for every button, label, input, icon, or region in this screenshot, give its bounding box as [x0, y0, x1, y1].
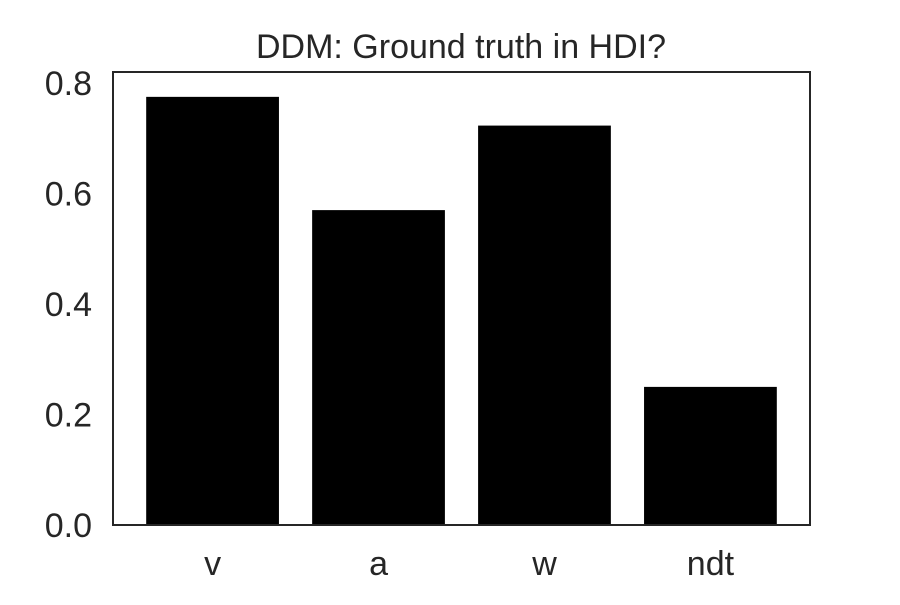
bar-ndt [644, 386, 777, 525]
x-tick-label: ndt [687, 545, 735, 583]
y-tick-label: 0.2 [45, 397, 92, 435]
chart-title: DDM: Ground truth in HDI? [256, 28, 666, 66]
y-tick-label: 0.0 [45, 507, 92, 545]
y-tick-label: 0.4 [45, 286, 92, 324]
x-tick-label: a [369, 545, 388, 583]
x-tick-label: w [531, 545, 557, 583]
bar-v [146, 96, 279, 526]
bar-a [312, 210, 445, 526]
bars-group [146, 96, 777, 526]
x-tick-label: v [204, 545, 221, 583]
y-tick-label: 0.8 [45, 65, 92, 103]
plot-frame [112, 71, 811, 526]
x-axis-ticks: v a w ndt [204, 545, 735, 583]
y-tick-label: 0.6 [45, 176, 92, 214]
y-axis-ticks: 0.0 0.2 0.4 0.6 0.8 [45, 65, 92, 545]
bar-w [478, 125, 611, 526]
